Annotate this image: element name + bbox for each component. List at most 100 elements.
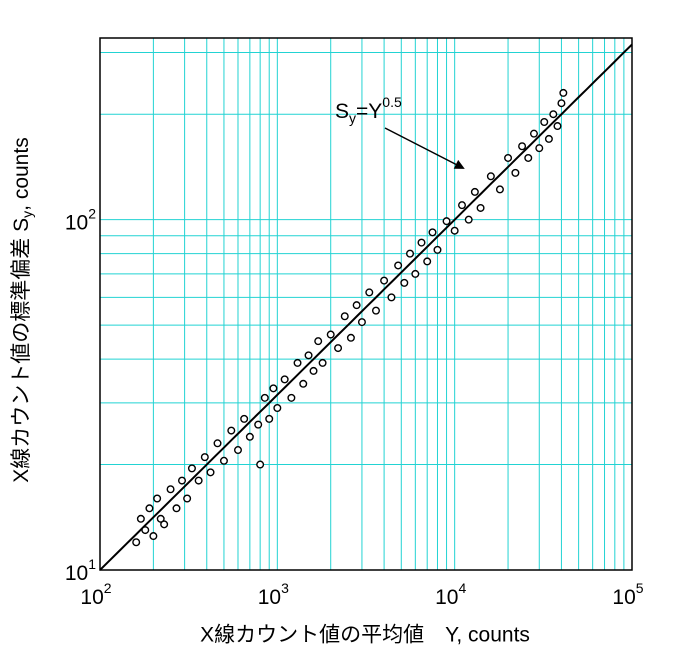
point	[549, 110, 558, 119]
point	[394, 261, 403, 270]
x-tick-label: 103	[258, 580, 289, 609]
point	[287, 393, 296, 402]
point	[529, 129, 538, 138]
point	[352, 301, 361, 310]
x-tick-base: 10	[258, 586, 281, 609]
point	[417, 238, 426, 247]
point	[254, 420, 263, 429]
y-tick-base: 10	[65, 211, 88, 234]
point	[486, 172, 495, 181]
point	[153, 494, 162, 503]
y-tick-exponent: 2	[88, 205, 96, 221]
y-tick-exponent: 1	[88, 556, 96, 572]
point	[304, 351, 313, 360]
point	[132, 538, 141, 547]
point	[423, 257, 432, 266]
point	[470, 187, 479, 196]
point	[293, 358, 302, 367]
point	[326, 330, 335, 339]
point	[524, 153, 533, 162]
point	[299, 379, 308, 388]
point	[233, 446, 242, 455]
point	[213, 439, 222, 448]
point	[269, 384, 278, 393]
point	[334, 344, 343, 353]
point	[458, 201, 467, 210]
point	[256, 460, 265, 469]
point	[149, 532, 158, 541]
x-tick-exponent: 2	[104, 580, 112, 596]
x-tick-exponent: 5	[636, 580, 644, 596]
annotation-sup: 0.5	[382, 94, 402, 110]
y-tick-label: 101	[65, 556, 96, 585]
point	[495, 185, 504, 194]
point	[206, 468, 215, 477]
reference-line	[99, 43, 633, 571]
plot-frame	[99, 37, 633, 571]
point	[177, 476, 186, 485]
point	[187, 464, 196, 473]
x-tick-exponent: 3	[281, 580, 289, 596]
y-label-sub: y	[19, 211, 35, 218]
x-tick-label: 105	[612, 580, 643, 609]
point	[428, 228, 437, 237]
point	[314, 337, 323, 346]
point	[559, 88, 568, 97]
annotation-mid: =Y	[356, 100, 382, 123]
point	[318, 358, 327, 367]
point	[544, 134, 553, 143]
point	[371, 306, 380, 315]
point	[450, 226, 459, 235]
point	[160, 520, 169, 529]
y-label-tail: , counts	[10, 137, 33, 211]
y-tick-base: 10	[65, 562, 88, 585]
point	[309, 366, 318, 375]
point	[145, 504, 154, 513]
point	[553, 122, 562, 131]
point	[273, 404, 282, 413]
x-tick-label: 102	[80, 580, 111, 609]
point	[265, 414, 274, 423]
annotation-main: S	[335, 100, 349, 123]
point	[535, 144, 544, 153]
point	[156, 514, 165, 523]
point	[141, 526, 150, 535]
point	[219, 456, 228, 465]
point	[406, 249, 415, 258]
point	[464, 215, 473, 224]
point	[346, 333, 355, 342]
point	[476, 203, 485, 212]
point	[260, 393, 269, 402]
point	[357, 318, 366, 327]
point	[387, 293, 396, 302]
annotation-arrow	[384, 127, 465, 169]
annotation-sub: y	[349, 110, 356, 126]
y-axis-label: X線カウント値の標準偏差 Sy, counts	[10, 137, 35, 482]
point	[172, 504, 181, 513]
point	[136, 514, 145, 523]
point	[442, 217, 451, 226]
x-tick-base: 10	[612, 586, 635, 609]
x-axis-label: X線カウント値の平均値 Y, counts	[200, 624, 530, 647]
marks	[99, 43, 633, 571]
point	[540, 117, 549, 126]
point	[511, 168, 520, 177]
x-tick-label: 104	[435, 580, 466, 609]
x-tick-base: 10	[435, 586, 458, 609]
point	[240, 414, 249, 423]
point	[400, 278, 409, 287]
point	[166, 485, 175, 494]
point	[227, 426, 236, 435]
point	[194, 476, 203, 485]
point	[245, 432, 254, 441]
point	[200, 453, 209, 462]
annotation: Sy=Y0.5	[335, 94, 402, 126]
point	[504, 153, 513, 162]
point	[518, 142, 527, 151]
point	[557, 99, 566, 108]
point	[280, 375, 289, 384]
x-tick-exponent: 4	[458, 580, 466, 596]
point	[340, 312, 349, 321]
point	[183, 494, 192, 503]
